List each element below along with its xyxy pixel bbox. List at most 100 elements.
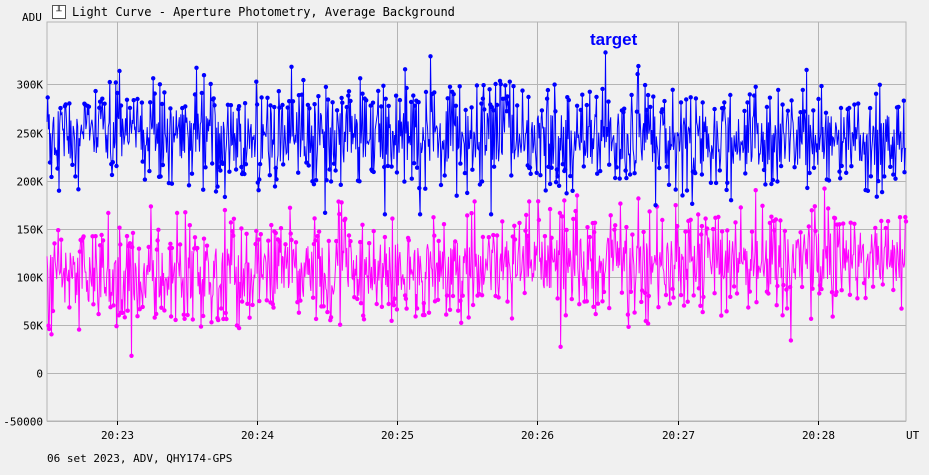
series-line xyxy=(46,188,907,356)
data-point xyxy=(767,95,773,100)
data-point xyxy=(414,165,420,170)
data-point xyxy=(110,160,116,165)
data-point xyxy=(829,290,835,295)
data-point xyxy=(763,182,768,187)
data-point xyxy=(896,104,901,110)
data-point xyxy=(621,110,626,115)
data-point xyxy=(157,82,163,87)
data-point xyxy=(367,241,372,246)
data-point xyxy=(581,164,586,169)
data-point xyxy=(55,166,60,171)
data-point xyxy=(642,290,648,296)
data-point xyxy=(780,102,785,107)
data-point xyxy=(259,95,264,100)
data-point xyxy=(264,298,269,303)
data-point xyxy=(135,314,140,319)
data-point xyxy=(799,284,805,290)
data-point xyxy=(687,229,692,234)
data-point xyxy=(701,294,706,300)
data-point xyxy=(50,308,56,314)
data-point xyxy=(122,315,128,320)
data-point xyxy=(421,301,426,306)
data-point xyxy=(592,230,597,235)
data-point xyxy=(339,200,344,205)
data-point xyxy=(394,307,400,312)
data-point xyxy=(312,102,317,107)
grid xyxy=(46,21,907,422)
data-point xyxy=(357,179,362,184)
series-target xyxy=(45,50,907,217)
data-point xyxy=(498,82,503,87)
data-point xyxy=(873,91,879,97)
data-point xyxy=(411,161,417,166)
data-point xyxy=(272,104,277,110)
data-point xyxy=(806,224,811,229)
data-point xyxy=(574,193,580,198)
data-point xyxy=(562,198,567,203)
data-point xyxy=(392,296,397,301)
data-point xyxy=(277,105,282,110)
data-point xyxy=(131,98,136,103)
data-point xyxy=(511,84,516,89)
data-point xyxy=(127,105,133,111)
data-point xyxy=(428,54,433,59)
data-point xyxy=(371,169,376,175)
data-point xyxy=(307,106,312,111)
data-point xyxy=(811,165,817,170)
data-point xyxy=(699,223,705,229)
data-point xyxy=(323,84,329,90)
data-point xyxy=(239,164,244,170)
data-point xyxy=(817,291,822,296)
data-point xyxy=(626,324,631,329)
data-point xyxy=(58,105,63,111)
data-point xyxy=(509,316,515,321)
data-point xyxy=(728,92,733,98)
data-point xyxy=(838,176,843,181)
data-point xyxy=(645,92,651,98)
data-point xyxy=(708,180,714,185)
data-point xyxy=(274,177,279,182)
data-point xyxy=(411,93,416,98)
data-point xyxy=(787,284,793,290)
data-point xyxy=(684,188,690,193)
data-point xyxy=(789,98,794,103)
data-point xyxy=(812,204,817,209)
data-point xyxy=(414,306,420,311)
data-point xyxy=(636,63,641,69)
data-point xyxy=(847,292,853,297)
data-point xyxy=(647,209,652,214)
data-point xyxy=(807,170,812,176)
data-point xyxy=(231,233,236,238)
data-point xyxy=(107,79,113,85)
data-point xyxy=(623,168,628,173)
data-point xyxy=(863,295,868,301)
data-point xyxy=(784,306,790,311)
data-point xyxy=(879,218,884,224)
data-point xyxy=(901,98,906,103)
data-point xyxy=(719,229,725,234)
data-point xyxy=(547,181,553,187)
data-point xyxy=(451,92,456,97)
data-point xyxy=(397,97,403,103)
data-point xyxy=(436,238,441,244)
data-point xyxy=(512,237,518,242)
data-point xyxy=(290,99,296,104)
data-point xyxy=(622,106,627,111)
data-point xyxy=(454,193,459,198)
data-point xyxy=(348,98,353,104)
data-point xyxy=(571,216,576,222)
data-point xyxy=(148,100,153,105)
data-point xyxy=(681,303,687,308)
y-tick-label: 300K xyxy=(17,79,44,92)
y-tick-label: -50000 xyxy=(3,416,43,429)
data-point xyxy=(523,228,528,233)
data-point xyxy=(558,344,563,349)
data-point xyxy=(573,208,578,214)
data-point xyxy=(805,185,810,191)
data-point xyxy=(591,304,596,309)
data-point xyxy=(102,101,107,106)
data-point xyxy=(868,174,874,179)
data-point xyxy=(460,293,465,298)
y-tick-label: 100K xyxy=(17,272,44,285)
